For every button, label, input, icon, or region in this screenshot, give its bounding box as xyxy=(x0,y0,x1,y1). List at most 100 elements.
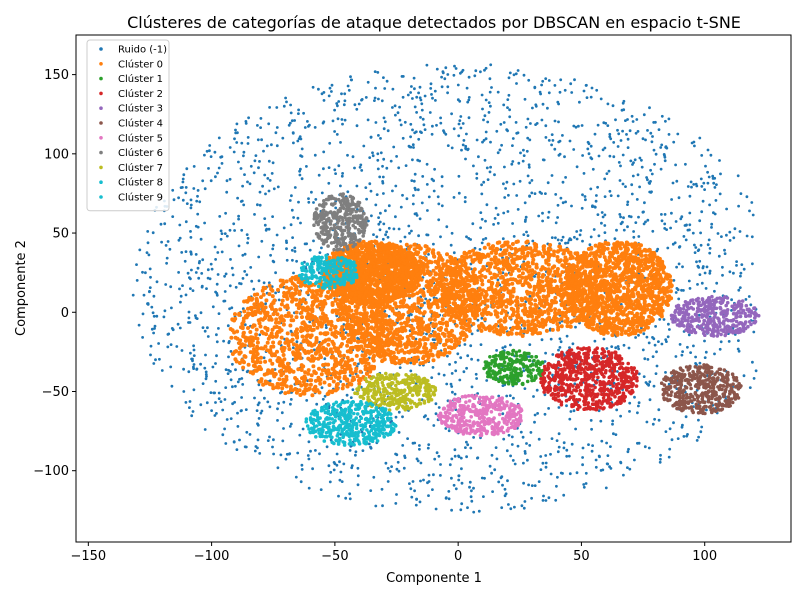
scatter-point-noise xyxy=(483,158,487,162)
scatter-point-noise xyxy=(460,502,464,506)
scatter-point-noise xyxy=(372,475,376,479)
scatter-point-cluster-0 xyxy=(382,305,387,310)
scatter-point-noise xyxy=(523,452,527,455)
scatter-point-noise xyxy=(721,265,724,269)
scatter-point-noise xyxy=(249,266,253,269)
scatter-point-noise xyxy=(476,318,480,322)
scatter-point-noise xyxy=(415,457,419,461)
scatter-point-cluster-0 xyxy=(385,335,389,340)
scatter-point-noise xyxy=(496,151,500,155)
scatter-point-cluster-0 xyxy=(246,362,251,367)
scatter-point-noise xyxy=(652,121,656,124)
scatter-point-noise xyxy=(217,136,221,140)
scatter-point-noise xyxy=(457,474,461,478)
scatter-point-noise xyxy=(629,159,633,163)
scatter-point-noise xyxy=(235,122,239,126)
scatter-point-noise xyxy=(444,66,448,70)
scatter-point-noise xyxy=(511,144,514,148)
scatter-point-noise xyxy=(747,295,751,298)
scatter-point-cluster-0 xyxy=(364,371,369,376)
scatter-point-noise xyxy=(151,231,155,235)
scatter-point-noise xyxy=(550,143,553,147)
scatter-point-noise xyxy=(589,419,593,422)
scatter-point-noise xyxy=(228,284,232,288)
scatter-point-cluster-0 xyxy=(421,361,425,365)
scatter-point-noise xyxy=(750,235,754,239)
scatter-point-cluster-0 xyxy=(281,322,286,327)
scatter-point-noise xyxy=(737,339,740,342)
scatter-point-noise xyxy=(593,132,597,136)
scatter-point-noise xyxy=(410,229,413,233)
scatter-point-cluster-0 xyxy=(397,358,402,363)
scatter-point-noise xyxy=(199,311,203,315)
scatter-point-cluster-0 xyxy=(295,327,299,332)
scatter-point-cluster-0 xyxy=(428,317,433,322)
scatter-point-noise xyxy=(472,486,475,490)
scatter-point-cluster-0 xyxy=(232,349,237,354)
scatter-point-noise xyxy=(653,162,656,166)
scatter-point-noise xyxy=(385,79,389,83)
scatter-point-noise xyxy=(189,287,192,290)
scatter-point-noise xyxy=(636,130,640,133)
scatter-point-cluster-0 xyxy=(301,389,306,394)
scatter-point-cluster-0 xyxy=(322,315,327,319)
scatter-point-noise xyxy=(588,243,592,247)
scatter-point-noise xyxy=(240,141,244,145)
scatter-point-noise xyxy=(397,410,401,414)
scatter-point-noise xyxy=(257,255,261,259)
scatter-point-noise xyxy=(564,241,567,245)
scatter-point-noise xyxy=(409,145,413,149)
scatter-point-noise xyxy=(484,137,488,141)
scatter-point-noise xyxy=(259,388,263,392)
scatter-point-cluster-0 xyxy=(345,377,350,382)
scatter-point-noise xyxy=(170,384,174,388)
scatter-point-cluster-0 xyxy=(331,371,336,376)
scatter-point-noise xyxy=(480,192,484,196)
scatter-point-noise xyxy=(204,353,207,357)
scatter-point-noise xyxy=(698,219,702,223)
scatter-point-noise xyxy=(418,447,421,451)
scatter-point-cluster-0 xyxy=(277,377,282,382)
scatter-point-noise xyxy=(475,176,479,180)
scatter-point-cluster-0 xyxy=(261,307,266,312)
scatter-point-noise xyxy=(382,222,386,226)
scatter-point-noise xyxy=(182,390,186,393)
scatter-point-noise xyxy=(169,365,173,369)
scatter-point-noise xyxy=(502,103,506,107)
scatter-point-cluster-0 xyxy=(274,334,279,339)
scatter-point-noise xyxy=(408,231,411,235)
scatter-point-noise xyxy=(484,66,488,70)
scatter-point-noise xyxy=(267,159,271,163)
scatter-point-noise xyxy=(553,84,557,87)
scatter-point-noise xyxy=(148,286,152,289)
scatter-point-noise xyxy=(572,148,576,151)
scatter-point-noise xyxy=(642,222,646,226)
scatter-point-noise xyxy=(646,358,650,361)
scatter-point-cluster-0 xyxy=(363,333,368,338)
scatter-point-noise xyxy=(572,124,576,128)
scatter-point-noise xyxy=(519,430,523,434)
scatter-point-cluster-0 xyxy=(280,359,285,364)
scatter-point-noise xyxy=(469,262,473,266)
scatter-point-cluster-0 xyxy=(260,288,265,293)
scatter-point-cluster-0 xyxy=(444,320,449,325)
scatter-point-noise xyxy=(556,475,559,479)
scatter-point-noise xyxy=(690,185,693,189)
scatter-point-noise xyxy=(203,187,207,191)
scatter-point-noise xyxy=(718,159,721,162)
scatter-point-cluster-0 xyxy=(282,290,287,295)
scatter-point-noise xyxy=(223,274,227,278)
scatter-point-noise xyxy=(590,427,593,431)
scatter-point-cluster-0 xyxy=(415,291,420,296)
scatter-point-noise xyxy=(403,120,407,124)
scatter-point-noise xyxy=(684,238,688,242)
scatter-point-cluster-0 xyxy=(333,329,338,334)
scatter-point-noise xyxy=(177,238,181,242)
scatter-point-noise xyxy=(408,482,411,485)
scatter-point-noise xyxy=(621,153,625,157)
scatter-point-noise xyxy=(541,219,544,223)
scatter-point-cluster-0 xyxy=(309,316,314,321)
scatter-point-noise xyxy=(293,186,297,189)
scatter-point-noise xyxy=(446,354,449,358)
scatter-point-noise xyxy=(214,401,217,404)
